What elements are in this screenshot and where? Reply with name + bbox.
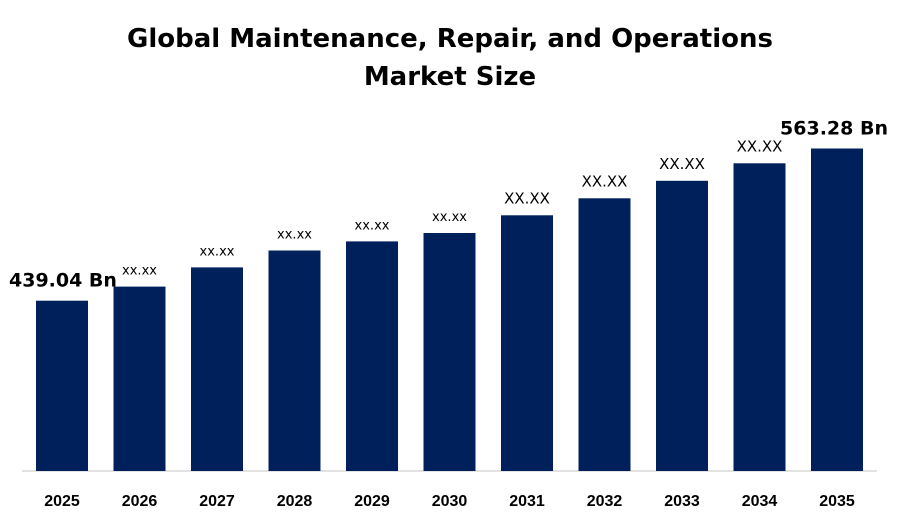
bar-2031 [501, 215, 553, 471]
bar-2025 [36, 300, 88, 471]
data-label-2029: xx.xx [355, 218, 390, 233]
x-tick-labels-group: 2025 2026 2027 2028 2029 2030 2031 2032 2033 2034… [44, 493, 855, 510]
x-tick-label-2032: 2032 [587, 493, 623, 510]
x-tick-label-2034: 2034 [742, 493, 778, 510]
chart-title-line-2: Market Size [363, 62, 537, 92]
data-label-2035: 563.28 Bn [780, 118, 888, 140]
data-label-2025: 439.04 Bn [9, 270, 117, 292]
x-tick-label-2030: 2030 [432, 493, 468, 510]
bar-2026 [113, 286, 166, 471]
data-label-2030: xx.xx [432, 210, 467, 225]
x-tick-label-2026: 2026 [122, 493, 158, 510]
data-label-2028: xx.xx [277, 228, 312, 243]
bars-group [36, 148, 863, 472]
bar-2028 [268, 250, 321, 471]
bar-2027 [191, 267, 243, 471]
data-label-2027: xx.xx [200, 244, 235, 259]
bar-2029 [346, 241, 398, 471]
data-labels-group: 439.04 Bn xx.xx xx.xx xx.xx xx.xx xx.xx XX.XX X… [9, 118, 888, 292]
chart-title-line-1: Global Maintenance, Repair, and Operatio… [127, 24, 773, 54]
x-tick-label-2031: 2031 [509, 493, 545, 510]
data-label-2032: XX.XX [582, 172, 628, 190]
data-label-2026: xx.xx [122, 264, 157, 279]
bar-2032 [578, 198, 631, 472]
bar-2034 [733, 163, 786, 472]
bar-2033 [656, 180, 708, 472]
bar-2035 [811, 148, 863, 471]
x-tick-label-2033: 2033 [664, 493, 700, 510]
x-tick-label-2035: 2035 [819, 493, 855, 510]
x-tick-label-2028: 2028 [277, 493, 313, 510]
data-label-2031: XX.XX [504, 189, 550, 207]
data-label-2034: XX.XX [737, 137, 783, 155]
x-tick-label-2029: 2029 [354, 493, 390, 510]
bar-2030 [423, 233, 476, 471]
x-tick-label-2027: 2027 [199, 493, 235, 510]
x-tick-label-2025: 2025 [44, 493, 80, 510]
chart-title: Global Maintenance, Repair, and Operatio… [0, 20, 900, 96]
data-label-2033: XX.XX [659, 155, 705, 173]
